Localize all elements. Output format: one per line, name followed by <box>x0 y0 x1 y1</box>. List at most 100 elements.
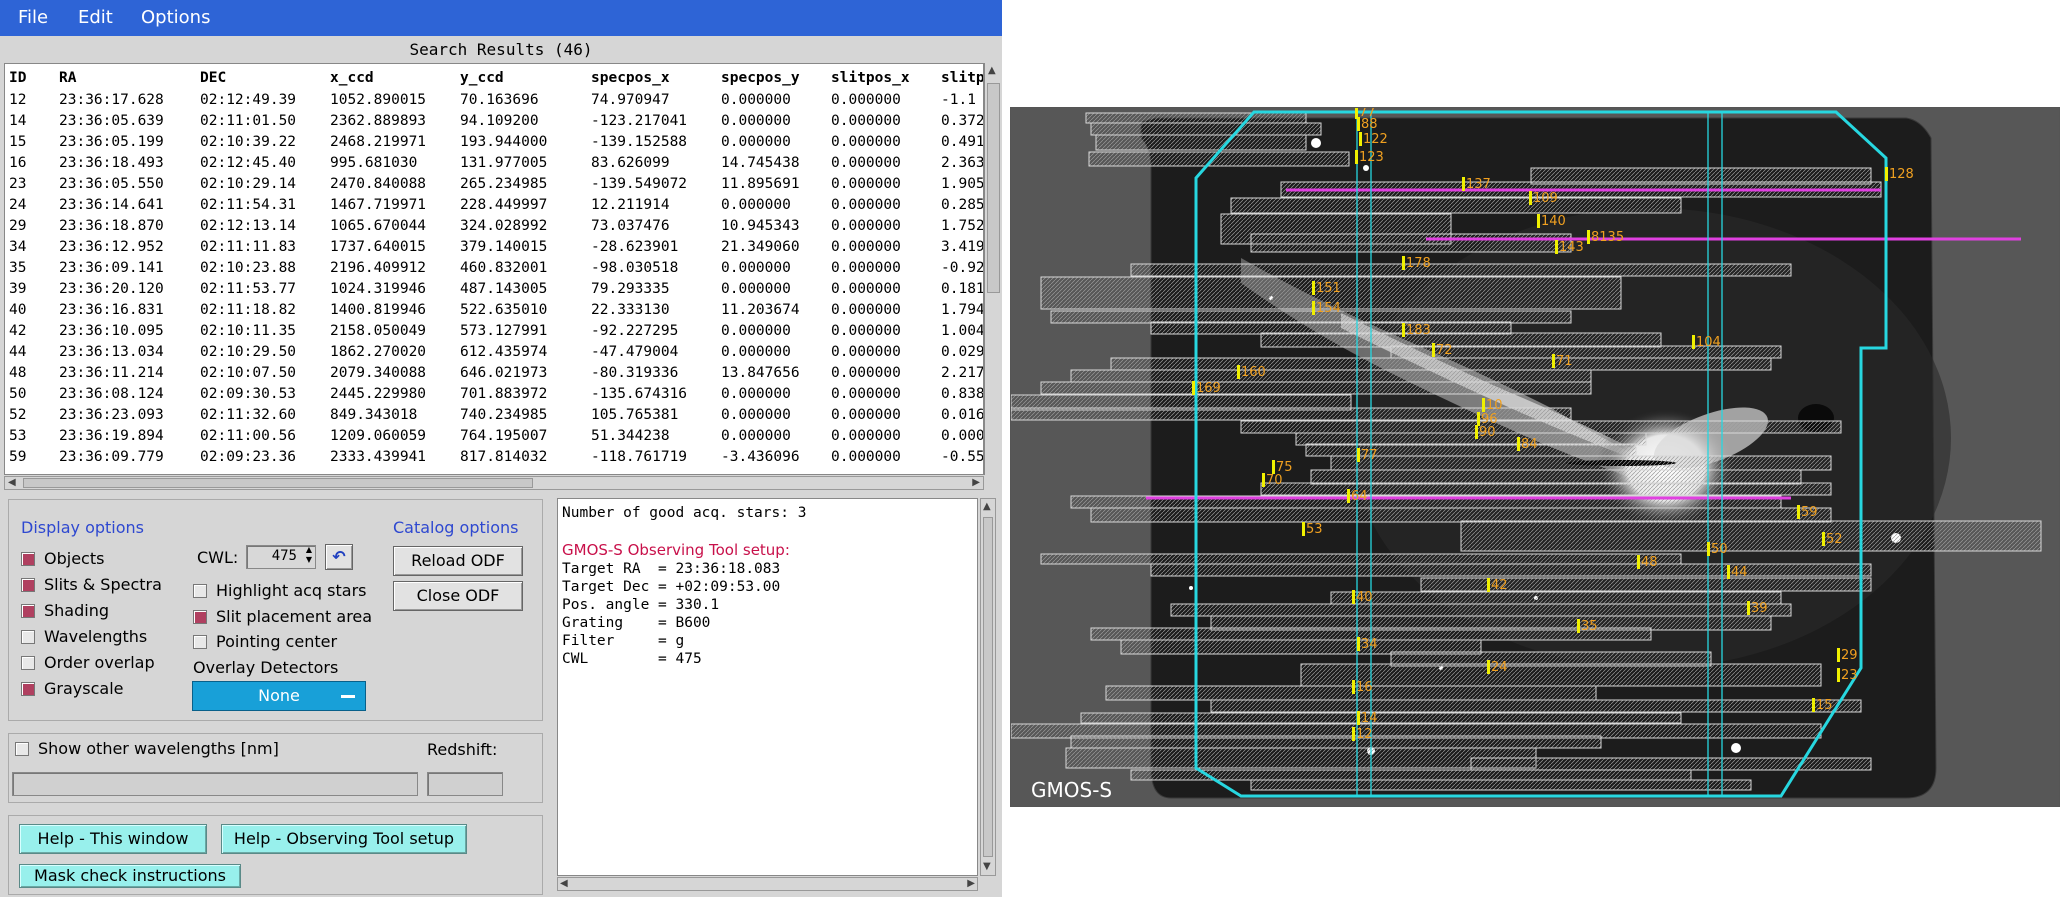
slit-label[interactable]: 71 <box>1556 354 1573 369</box>
slit-mark[interactable] <box>1587 230 1590 244</box>
slit-label[interactable]: 96 <box>1481 412 1498 427</box>
checkbox-icon[interactable] <box>193 584 207 598</box>
slit-mark[interactable] <box>1477 412 1480 426</box>
slit-mark[interactable] <box>1402 256 1405 270</box>
slit-label[interactable]: 183 <box>1406 323 1431 338</box>
slit-label[interactable]: 151 <box>1316 281 1341 296</box>
slit-mark[interactable] <box>1462 177 1465 191</box>
column-header[interactable]: RA <box>59 70 77 86</box>
mask-image-viewer[interactable]: 77 88 122 123 128 137 109 140 8135 143 178 151 154 18… <box>1010 107 2060 807</box>
slit-spectrum-box[interactable] <box>1150 321 1512 335</box>
slit-mark[interactable] <box>1432 343 1435 357</box>
slit-spectrum-box[interactable] <box>1250 779 1752 791</box>
slit-label[interactable]: 48 <box>1641 555 1658 570</box>
slit-mark[interactable] <box>1352 590 1355 604</box>
option-checkbox[interactable]: Objects <box>21 550 104 568</box>
slit-spectrum-box[interactable] <box>1011 407 1572 421</box>
slit-label[interactable]: 128 <box>1889 167 1914 182</box>
slit-mark[interactable] <box>1797 505 1800 519</box>
slit-label[interactable]: 123 <box>1359 150 1384 165</box>
scroll-left-arrow-icon[interactable]: ◀ <box>560 878 568 889</box>
help-ot-setup-button[interactable]: Help - Observing Tool setup <box>221 824 467 854</box>
slit-mark[interactable] <box>1237 365 1240 379</box>
slit-mark[interactable] <box>1637 555 1640 569</box>
slit-mark[interactable] <box>1885 167 1888 181</box>
slit-spectrum-box[interactable] <box>1090 507 1832 523</box>
option-checkbox[interactable]: Shading <box>21 602 109 620</box>
slit-label[interactable]: 77 <box>1361 448 1378 463</box>
slit-mark[interactable] <box>1272 460 1275 474</box>
slit-mark[interactable] <box>1812 698 1815 712</box>
slit-mark[interactable] <box>1312 301 1315 315</box>
cwl-apply-button[interactable]: ↶ <box>325 544 353 570</box>
slit-label[interactable]: 8135 <box>1591 230 1624 245</box>
slit-spectrum-box[interactable] <box>1130 263 1792 277</box>
slit-mark[interactable] <box>1357 637 1360 651</box>
slit-mark[interactable] <box>1727 565 1730 579</box>
table-horizontal-scrollbar[interactable]: ◀ ▶ <box>4 476 984 490</box>
slit-label[interactable]: 75 <box>1276 460 1293 475</box>
column-header[interactable]: specpos_y <box>721 70 800 86</box>
table-vertical-scrollbar[interactable]: ▲ <box>984 63 1002 475</box>
slit-mark[interactable] <box>1707 542 1710 556</box>
spin-arrows-icon[interactable]: ▲ ▼ <box>305 545 312 564</box>
slit-mark[interactable] <box>1359 132 1362 146</box>
slit-spectrum-box[interactable] <box>1095 134 1307 151</box>
slit-spectrum-box[interactable] <box>1260 482 1832 496</box>
column-header[interactable]: slitp <box>941 70 984 86</box>
option-checkbox[interactable]: Slits & Spectra <box>21 576 162 594</box>
slit-spectrum-box[interactable] <box>1040 381 1592 395</box>
slit-label[interactable]: 23 <box>1841 668 1858 683</box>
slit-spectrum-box[interactable] <box>1085 112 1307 124</box>
checkbox-icon[interactable] <box>21 552 35 566</box>
slit-mark[interactable] <box>1352 680 1355 694</box>
slit-label[interactable]: 35 <box>1581 619 1598 634</box>
slit-mark[interactable] <box>1357 117 1360 131</box>
slit-spectrum-box[interactable] <box>1300 663 1822 687</box>
slit-label[interactable]: 24 <box>1491 660 1508 675</box>
slit-mark[interactable] <box>1482 398 1485 412</box>
slit-spectrum-box[interactable] <box>1210 699 1862 713</box>
slit-mark[interactable] <box>1312 281 1315 295</box>
reload-odf-button[interactable]: Reload ODF <box>393 546 523 576</box>
checkbox-icon[interactable] <box>21 578 35 592</box>
option-checkbox[interactable]: Pointing center <box>193 633 337 651</box>
slit-spectrum-box[interactable] <box>1105 685 1597 701</box>
checkbox-icon[interactable] <box>21 630 35 644</box>
slit-label[interactable]: 72 <box>1436 343 1453 358</box>
setup-horizontal-scrollbar[interactable]: ◀ ▶ <box>557 877 978 891</box>
slit-label[interactable]: 154 <box>1316 301 1341 316</box>
scroll-left-arrow-icon[interactable]: ◀ <box>8 477 16 488</box>
slit-mark[interactable] <box>1529 191 1532 205</box>
option-checkbox[interactable]: Order overlap <box>21 654 155 672</box>
slit-spectrum-box[interactable] <box>1040 276 1622 310</box>
slit-mark[interactable] <box>1837 648 1840 662</box>
slit-spectrum-box[interactable] <box>1330 455 1832 471</box>
column-header[interactable]: y_ccd <box>460 70 504 86</box>
slit-label[interactable]: 104 <box>1696 335 1721 350</box>
setup-vertical-scrollbar[interactable]: ▲ ▼ <box>980 498 996 876</box>
close-odf-button[interactable]: Close ODF <box>393 581 523 611</box>
slit-mark[interactable] <box>1822 532 1825 546</box>
slit-spectrum-box[interactable] <box>1040 553 1682 565</box>
slit-spectrum-box[interactable] <box>1305 443 1637 457</box>
slit-spectrum-box[interactable] <box>1260 332 1662 348</box>
slit-mark[interactable] <box>1577 619 1580 633</box>
slit-mark[interactable] <box>1747 601 1750 615</box>
slit-spectrum-box[interactable] <box>1250 233 1572 253</box>
scroll-up-arrow-icon[interactable]: ▲ <box>983 501 991 512</box>
slit-label[interactable]: 53 <box>1306 522 1323 537</box>
checkbox-icon[interactable] <box>21 604 35 618</box>
slit-label[interactable]: 52 <box>1826 532 1843 547</box>
slit-label[interactable]: 10 <box>1486 398 1503 413</box>
slit-spectrum-box[interactable] <box>1120 639 1482 655</box>
slit-mark[interactable] <box>1837 668 1840 682</box>
slit-spectrum-box[interactable] <box>1050 310 1572 324</box>
slit-label[interactable]: 59 <box>1801 505 1818 520</box>
scroll-up-arrow-icon[interactable]: ▲ <box>988 65 996 76</box>
menu-file[interactable]: File <box>18 7 49 28</box>
slit-mark[interactable] <box>1555 240 1558 254</box>
slit-label[interactable]: 122 <box>1363 132 1388 147</box>
slit-label[interactable]: 64 <box>1351 489 1368 504</box>
slit-label[interactable]: 77 <box>1359 108 1376 120</box>
